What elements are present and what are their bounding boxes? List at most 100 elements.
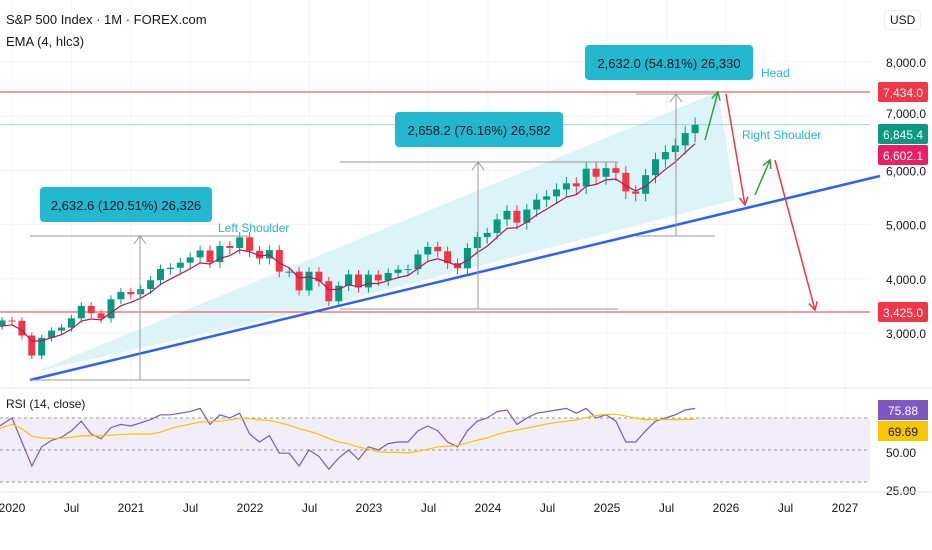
candle-body (226, 246, 234, 249)
price-label: 6,845.4 (883, 128, 923, 142)
x-tick-label: Jul (659, 501, 674, 515)
candle-body (652, 159, 659, 176)
candle-body (582, 168, 590, 187)
candle-body (384, 272, 392, 281)
candle-body (176, 262, 184, 268)
candle-body (691, 124, 699, 134)
candle-body (157, 268, 164, 281)
candle-body (87, 305, 95, 314)
x-tick-label: 2025 (594, 501, 621, 515)
candle-body (18, 320, 26, 336)
candle-body (38, 337, 46, 356)
rsi-ma-line (0, 413, 696, 454)
candle-body (444, 251, 452, 264)
rsi-value: 75.88 (888, 404, 918, 418)
candle-body (107, 299, 115, 319)
rsi-tick-label: 25.00 (886, 484, 916, 498)
currency-button[interactable]: USD (884, 10, 922, 30)
candle-body (493, 219, 501, 233)
candle-body (236, 237, 244, 249)
x-tick-label: 2023 (356, 501, 383, 515)
measure-arrowhead (133, 235, 147, 245)
x-tick-label: Jul (302, 501, 317, 515)
candle-body (553, 189, 560, 197)
candle-body (67, 318, 75, 328)
price-label: 7,434.0 (883, 86, 923, 100)
candle-body (97, 313, 105, 319)
price-label-box (878, 145, 928, 165)
candle-body (275, 250, 283, 272)
candle-body (602, 168, 610, 177)
measure-label-box (585, 45, 753, 80)
rsi-ma-value: 69.69 (888, 425, 918, 439)
rsi-value-box (878, 400, 928, 420)
indicator-legend[interactable]: EMA (4, hlc3) (6, 34, 85, 49)
candle-body (483, 232, 491, 238)
candle-body (612, 168, 620, 173)
candle-body (295, 271, 303, 291)
candle-body (325, 281, 333, 302)
candle-body (265, 250, 273, 259)
candle-body (355, 274, 362, 288)
ema-line (0, 143, 696, 342)
x-tick-label: 2021 (118, 501, 145, 515)
candle-body (473, 237, 481, 249)
candle-body (206, 250, 214, 263)
candle-body (28, 335, 36, 356)
x-tick-label: Jul (421, 501, 436, 515)
candle-body (424, 246, 432, 255)
candle-body (305, 271, 313, 291)
rsi-line (0, 407, 696, 471)
measure-label: 2,632.0 (54.81%) 26,330 (597, 56, 740, 71)
chart-title: S&P 500 Index · 1M · FOREX.com (6, 12, 207, 27)
candle-body (166, 267, 174, 269)
candle-body (434, 246, 442, 252)
y-tick-label: 3,000.0 (886, 327, 926, 341)
measure-label: 2,658.2 (76.16%) 26,582 (407, 123, 550, 138)
projection-arrow-up (754, 159, 771, 196)
measure-label-box (40, 187, 212, 222)
price-label-box (878, 82, 928, 102)
projection-arrow-up-head (762, 158, 772, 170)
candle-body (622, 172, 630, 192)
rsi-ma-value-box (878, 421, 928, 441)
projection-arrow-down-head (808, 301, 818, 312)
x-tick-label: 2026 (713, 501, 740, 515)
candle-body (681, 133, 689, 146)
trendline (29, 174, 881, 382)
candle-body (117, 292, 125, 300)
x-tick-label: 2027 (832, 501, 859, 515)
x-tick-label: Jul (64, 501, 79, 515)
candle-body (246, 237, 254, 251)
price-label: 6,602.1 (883, 149, 923, 163)
left-shoulder-label: Left Shoulder (218, 221, 289, 235)
y-tick-label: 5,000.0 (886, 219, 926, 233)
projection-arrow-down-head (738, 196, 749, 207)
x-tick-label: Jul (778, 501, 793, 515)
candle-body (147, 280, 155, 290)
rsi-tick-label: 50.00 (886, 446, 916, 460)
candle-body (642, 175, 650, 194)
projection-arrow-up (704, 91, 719, 141)
candle-body (463, 248, 471, 269)
head-label-bg (758, 62, 790, 82)
candle-body (315, 271, 323, 282)
candle-body (127, 292, 135, 295)
measure-label: 2,632.6 (120.51%) 26,326 (51, 198, 201, 213)
candle-body (523, 209, 531, 223)
price-label-box (878, 302, 928, 322)
candle-body (256, 250, 263, 259)
candle-body (8, 320, 16, 322)
candle-body (543, 196, 551, 200)
price-label-box (878, 124, 928, 144)
candle-body (592, 168, 600, 177)
candle-body (374, 274, 382, 281)
candle-body (335, 285, 343, 302)
measure-label-box (395, 112, 563, 147)
rsi-legend[interactable]: RSI (14, close) (6, 397, 86, 411)
y-tick-label: 6,000.0 (886, 164, 926, 178)
candle-body (562, 183, 570, 190)
candle-body (285, 271, 293, 273)
candle-body (632, 191, 640, 194)
